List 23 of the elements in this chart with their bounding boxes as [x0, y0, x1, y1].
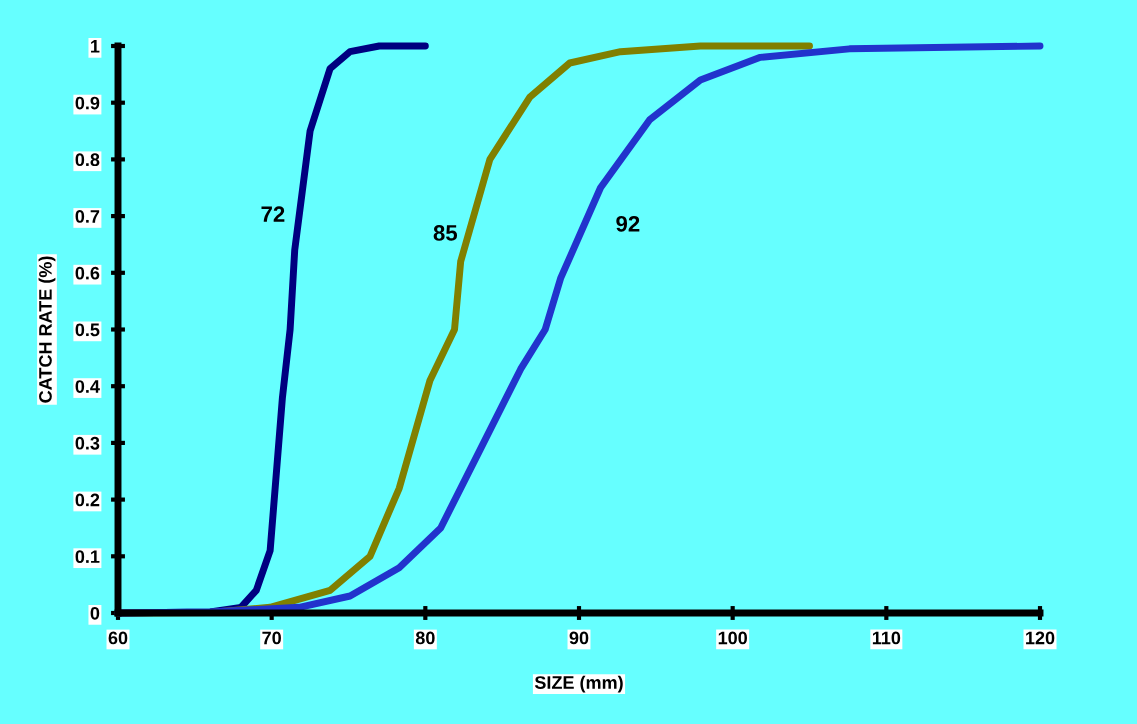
y-tick-label: 0.3	[75, 436, 100, 450]
x-tick-label: 60	[108, 631, 128, 645]
y-tick-label: 0.7	[75, 210, 100, 223]
x-tick-label: 90	[569, 631, 589, 645]
annotation: 85	[433, 225, 458, 241]
y-tick-label: 0.6	[75, 266, 100, 280]
x-tick-label: 110	[872, 631, 901, 645]
y-tick-label: 1	[91, 40, 100, 53]
y-axis-title: CATCH RATE (%)	[38, 256, 56, 403]
y-tick-label: 0	[90, 606, 100, 620]
annotation: 92	[616, 215, 640, 232]
x-tick-label: 120	[1026, 631, 1055, 645]
y-tick-label: 0.9	[75, 96, 100, 110]
x-axis-title: SIZE (mm)	[534, 675, 623, 693]
y-tick-label: 0.8	[75, 153, 100, 167]
x-tick-label: 100	[718, 631, 747, 645]
x-tick-label: 70	[262, 631, 281, 645]
y-tick-label: 0.1	[75, 550, 100, 564]
y-tick-label: 0.4	[75, 380, 100, 393]
x-tick-label: 80	[415, 631, 435, 645]
y-tick-label: 0.5	[75, 323, 100, 337]
annotation: 72	[261, 206, 285, 222]
y-tick-label: 0.2	[75, 493, 100, 507]
